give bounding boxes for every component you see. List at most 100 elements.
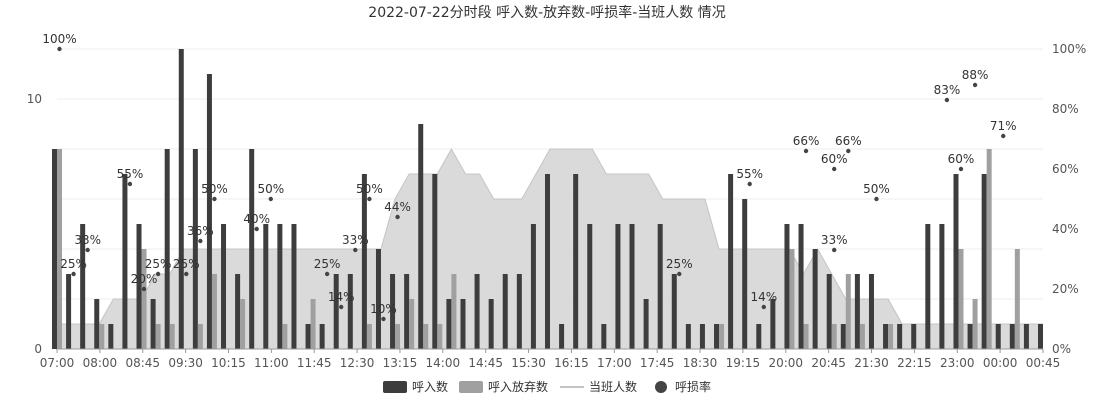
calls-bar (249, 149, 255, 349)
calls-bar (164, 149, 170, 349)
calls-bar (897, 324, 903, 349)
rate-dot (747, 181, 752, 187)
calls-bar (333, 274, 339, 349)
calls-bar (883, 324, 889, 349)
calls-bar (474, 274, 480, 349)
rate-dot (874, 196, 879, 202)
abandon-bar (972, 299, 978, 349)
legend-item[interactable]: 呼入放弃数 (459, 379, 548, 394)
abandon-bar (789, 249, 795, 349)
x-tick-label: 18:30 (683, 356, 718, 370)
rate-label: 40% (243, 212, 270, 226)
legend-item[interactable]: 呼损率 (655, 379, 711, 394)
abandon-bar (282, 324, 288, 349)
rate-label: 14% (328, 290, 355, 304)
y-right-tick-label: 100% (1052, 42, 1086, 56)
calls-bar (221, 224, 227, 349)
calls-bar (685, 324, 691, 349)
calls-bar (178, 49, 184, 349)
calls-bar (742, 199, 748, 349)
abandon-bar (803, 324, 809, 349)
calls-bar (319, 324, 325, 349)
abandon-bar (99, 324, 105, 349)
abandon-bar (310, 299, 316, 349)
x-tick-label: 11:00 (254, 356, 289, 370)
bars-group (52, 49, 1043, 349)
y-left-tick-label: 10 (27, 92, 42, 106)
calls-bar (1009, 324, 1015, 349)
calls-bar (277, 224, 283, 349)
rate-dot (958, 166, 964, 172)
rate-dot (381, 316, 386, 322)
rate-label: 25% (60, 257, 87, 271)
abandon-bar (197, 324, 203, 349)
rate-dot (57, 46, 62, 52)
calls-bar (826, 274, 832, 349)
calls-bar (784, 224, 790, 349)
rate-label: 50% (356, 182, 383, 196)
rate-dot (944, 97, 950, 103)
rate-dot (353, 247, 358, 253)
calls-bar (545, 174, 550, 349)
calls-bar (854, 274, 860, 349)
rate-label: 55% (736, 167, 763, 181)
rate-label: 25% (173, 257, 200, 271)
calls-bar (953, 174, 959, 349)
rate-dot (184, 271, 189, 277)
y-right-tick-label: 60% (1052, 162, 1079, 176)
x-tick-label: 07:00 (40, 356, 75, 370)
rate-label: 88% (962, 68, 989, 82)
rate-label: 100% (42, 32, 76, 46)
rate-dot (846, 148, 851, 154)
rate-label: 14% (750, 290, 777, 304)
abandon-bar (155, 324, 161, 349)
abandon-bar (986, 149, 992, 349)
rate-dot (832, 247, 837, 253)
abandon-bar (240, 299, 246, 349)
calls-bar (770, 299, 776, 349)
legend-label: 呼入数 (412, 379, 448, 394)
x-tick-label: 13:15 (383, 356, 418, 370)
calls-bar (375, 249, 381, 349)
x-tick-label: 12:30 (340, 356, 375, 370)
x-tick-label: 19:15 (726, 356, 761, 370)
calls-bar (643, 299, 649, 349)
rate-dot (268, 196, 273, 202)
x-tick-label: 20:00 (768, 356, 803, 370)
calls-bar (911, 324, 917, 349)
legend-item[interactable]: 呼入数 (383, 379, 448, 394)
legend-swatch (383, 381, 407, 393)
calls-bar (263, 224, 269, 349)
abandon-bar (366, 324, 372, 349)
legend-swatch (459, 381, 483, 393)
abandon-bar (169, 324, 175, 349)
y-right-tick-label: 40% (1052, 222, 1079, 236)
rate-label: 25% (145, 257, 172, 271)
rate-label: 55% (117, 167, 144, 181)
calls-bar (530, 224, 536, 349)
calls-bar (573, 174, 579, 349)
legend-label: 当班人数 (589, 379, 637, 394)
x-tick-label: 00:45 (1026, 356, 1061, 370)
abandon-bar (141, 249, 147, 349)
abandon-bar (451, 274, 457, 349)
y-right-tick-label: 0% (1052, 342, 1071, 356)
x-tick-label: 08:00 (83, 356, 118, 370)
legend[interactable]: 呼入数 呼入放弃数 当班人数 呼损率 (383, 379, 711, 394)
calls-bar (798, 224, 804, 349)
rate-label: 25% (314, 257, 341, 271)
rate-label: 33% (74, 233, 101, 247)
calls-bar (559, 324, 565, 349)
calls-bar (671, 274, 677, 349)
abandon-bar (845, 274, 851, 349)
rate-dot (832, 166, 837, 172)
legend-item[interactable]: 当班人数 (560, 379, 637, 394)
calls-bar (235, 274, 241, 349)
rate-dot (254, 226, 259, 232)
abandon-bar (831, 324, 837, 349)
calls-bar (52, 149, 57, 349)
calls-bar (868, 274, 874, 349)
calls-bar (390, 274, 396, 349)
legend-label: 呼入放弃数 (488, 379, 548, 394)
